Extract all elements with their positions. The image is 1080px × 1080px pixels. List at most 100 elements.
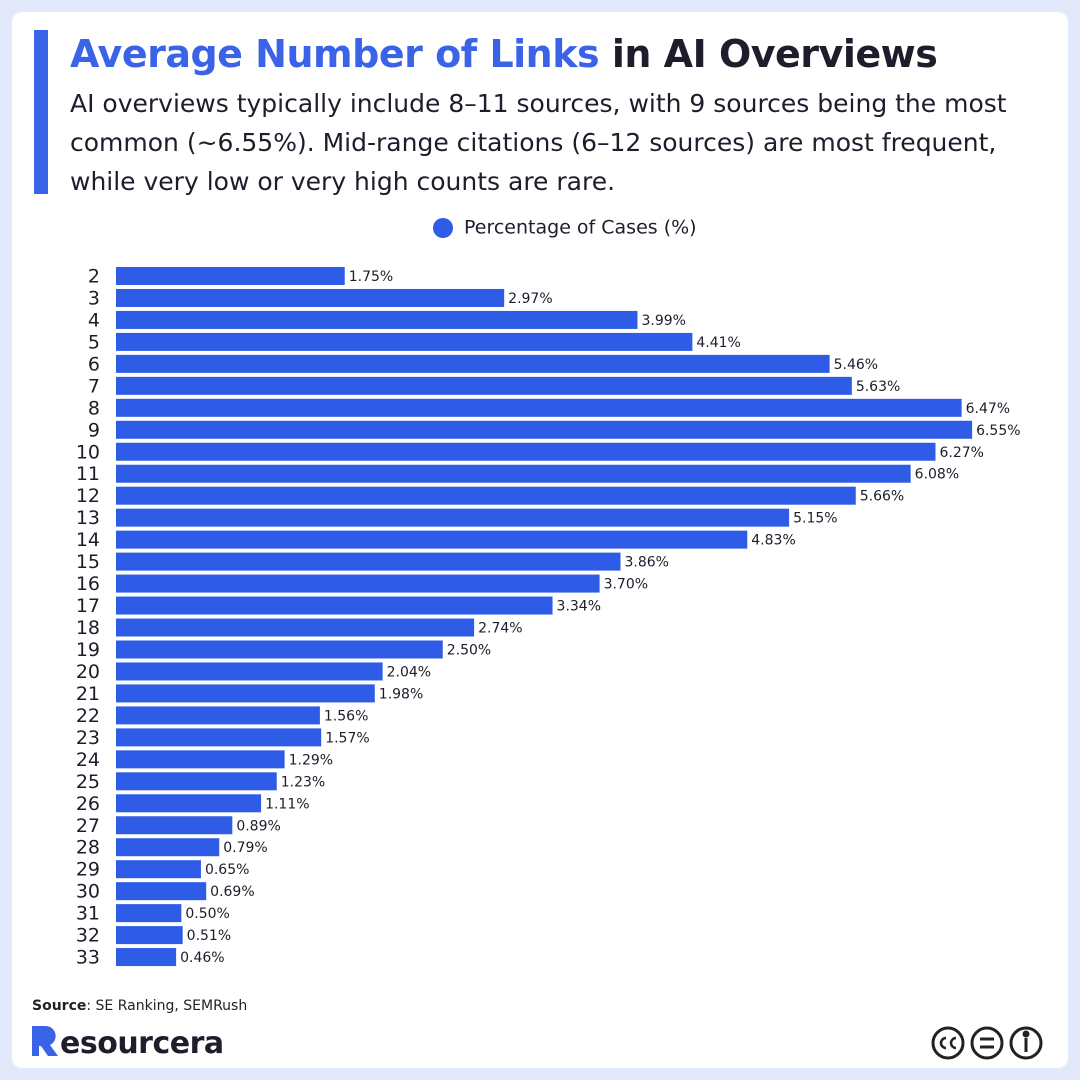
value-label: 4.83% xyxy=(751,533,795,549)
value-label: 5.63% xyxy=(856,379,900,395)
source: Source: SE Ranking, SEMRush xyxy=(32,998,247,1014)
bar xyxy=(116,354,830,373)
bar xyxy=(116,948,177,967)
value-label: 6.55% xyxy=(976,423,1020,439)
value-label: 5.15% xyxy=(793,511,837,527)
value-label: 3.70% xyxy=(604,577,648,593)
bar xyxy=(116,794,262,813)
bar xyxy=(116,596,553,615)
y-tick-label: 14 xyxy=(76,529,100,551)
y-tick-label: 32 xyxy=(76,925,100,947)
accent-bar xyxy=(34,30,48,194)
bar xyxy=(116,640,443,659)
y-tick-label: 7 xyxy=(88,375,100,397)
y-tick-label: 21 xyxy=(76,683,100,705)
legend-label: Percentage of Cases (%) xyxy=(464,217,697,239)
bar xyxy=(116,816,233,835)
bar xyxy=(116,310,638,329)
bar xyxy=(116,904,182,923)
value-label: 4.41% xyxy=(696,335,740,351)
chart-title: Average Number of Links in AI Overviews xyxy=(70,32,938,76)
bar xyxy=(116,618,475,637)
bar xyxy=(116,662,383,681)
bar xyxy=(116,706,320,725)
y-tick-label: 3 xyxy=(88,287,100,309)
y-tick-label: 24 xyxy=(76,749,100,771)
y-tick-label: 16 xyxy=(76,573,100,595)
source-text: : SE Ranking, SEMRush xyxy=(86,998,248,1014)
value-label: 5.46% xyxy=(834,357,878,373)
y-tick-label: 29 xyxy=(76,859,100,881)
y-tick-label: 12 xyxy=(76,485,100,507)
y-tick-label: 25 xyxy=(76,771,100,793)
y-tick-label: 8 xyxy=(88,397,100,419)
bar xyxy=(116,552,621,571)
y-tick-label: 6 xyxy=(88,353,100,375)
bar xyxy=(116,420,973,439)
y-tick-label: 11 xyxy=(76,463,100,485)
value-label: 0.65% xyxy=(205,862,249,878)
y-tick-label: 9 xyxy=(88,419,100,441)
bar xyxy=(116,530,748,549)
value-label: 0.51% xyxy=(187,928,231,944)
bar xyxy=(116,838,220,857)
bar xyxy=(116,398,962,417)
value-label: 3.34% xyxy=(557,599,601,615)
bar xyxy=(116,288,505,307)
value-label: 0.89% xyxy=(236,818,280,834)
y-tick-label: 18 xyxy=(76,617,100,639)
bar xyxy=(116,728,322,747)
y-tick-label: 2 xyxy=(88,266,100,288)
y-tick-label: 20 xyxy=(76,661,100,683)
value-label: 2.97% xyxy=(508,291,552,307)
y-tick-label: 26 xyxy=(76,793,100,815)
bar xyxy=(116,332,693,351)
value-label: 0.46% xyxy=(180,950,224,966)
y-tick-label: 23 xyxy=(76,727,100,749)
bar xyxy=(116,376,852,395)
y-tick-label: 4 xyxy=(88,309,100,331)
y-tick-label: 31 xyxy=(76,903,100,925)
y-tick-label: 22 xyxy=(76,705,100,727)
value-label: 1.75% xyxy=(349,269,393,285)
value-label: 3.99% xyxy=(641,313,685,329)
source-label: Source xyxy=(32,998,87,1014)
title-rest: in AI Overviews xyxy=(611,32,938,76)
value-label: 6.08% xyxy=(915,467,959,483)
value-label: 0.79% xyxy=(223,840,267,856)
bar xyxy=(116,772,277,791)
y-tick-label: 27 xyxy=(76,815,100,837)
bar xyxy=(116,267,345,285)
y-tick-label: 17 xyxy=(76,595,100,617)
y-tick-label: 15 xyxy=(76,551,100,573)
title-highlight: Average Number of Links xyxy=(70,32,600,76)
y-tick-label: 28 xyxy=(76,837,100,859)
value-label: 6.47% xyxy=(966,401,1010,417)
value-label: 0.50% xyxy=(185,906,229,922)
bar xyxy=(116,464,911,483)
bar xyxy=(116,684,375,703)
value-label: 0.69% xyxy=(210,884,254,900)
bar xyxy=(116,882,207,901)
legend-swatch xyxy=(433,218,453,238)
value-label: 2.74% xyxy=(478,621,522,637)
bar xyxy=(116,486,856,505)
bar xyxy=(116,750,285,769)
value-label: 5.66% xyxy=(860,489,904,505)
bar xyxy=(116,860,201,879)
value-label: 1.57% xyxy=(325,730,369,746)
y-tick-label: 33 xyxy=(76,947,100,969)
y-tick-label: 30 xyxy=(76,881,100,903)
bar xyxy=(116,508,790,527)
value-label: 1.29% xyxy=(289,752,333,768)
chart-subtitle: AI overviews typically include 8–11 sour… xyxy=(70,89,1007,196)
bar xyxy=(116,442,936,461)
bar xyxy=(116,926,183,945)
y-tick-label: 13 xyxy=(76,507,100,529)
y-tick-label: 5 xyxy=(88,331,100,353)
value-label: 2.50% xyxy=(447,642,491,658)
value-label: 2.04% xyxy=(387,664,431,680)
brand: esourcera xyxy=(60,1026,224,1061)
value-label: 3.86% xyxy=(625,555,669,571)
